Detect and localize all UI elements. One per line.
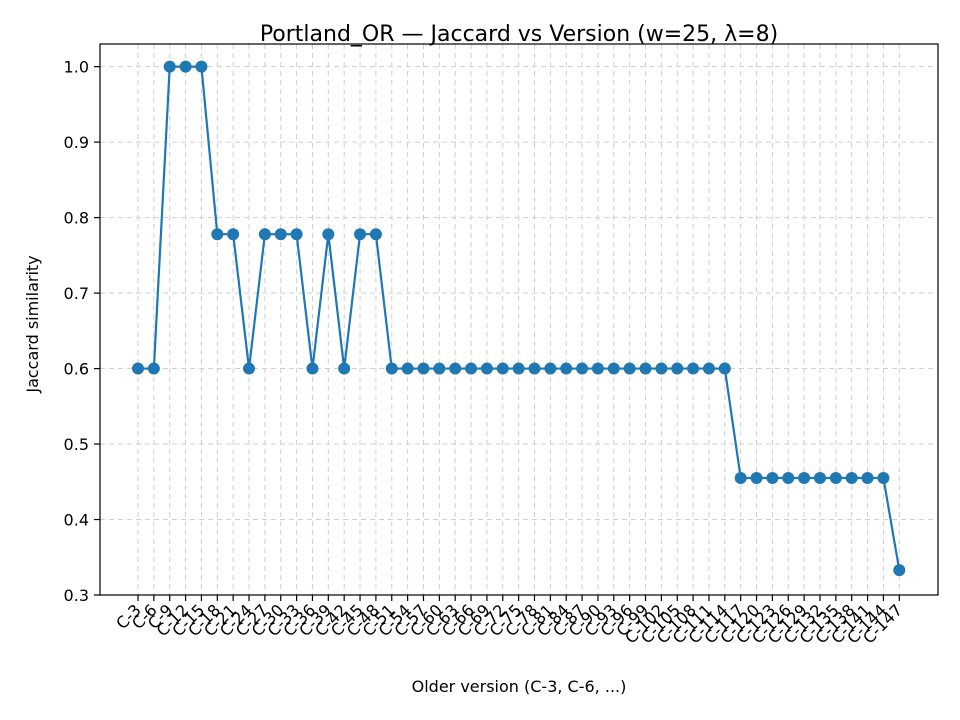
data-point — [211, 228, 224, 241]
data-point — [845, 472, 858, 485]
data-point — [512, 362, 525, 375]
data-point — [306, 362, 319, 375]
data-point — [718, 362, 731, 375]
data-point — [465, 362, 478, 375]
data-point — [179, 60, 192, 73]
chart-title: Portland_OR — Jaccard vs Version (w=25, … — [260, 22, 778, 47]
data-point — [734, 472, 747, 485]
data-point — [480, 362, 493, 375]
data-point — [195, 60, 208, 73]
data-point — [369, 228, 382, 241]
y-axis-label: Jaccard similarity — [23, 255, 42, 393]
x-axis: C-3C-6C-9C-12C-15C-18C-21C-24C-27C-30C-3… — [112, 595, 906, 647]
data-point — [290, 228, 303, 241]
y-tick-label: 0.4 — [64, 511, 89, 530]
data-point — [322, 228, 335, 241]
data-point — [766, 472, 779, 485]
data-point — [877, 472, 890, 485]
data-point — [243, 362, 256, 375]
data-point — [750, 472, 763, 485]
data-point-layer — [132, 60, 906, 577]
data-point — [528, 362, 541, 375]
data-point — [354, 228, 367, 241]
data-point — [655, 362, 668, 375]
data-point — [829, 472, 842, 485]
data-point — [623, 362, 636, 375]
data-point — [893, 564, 906, 577]
y-tick-label: 0.6 — [64, 360, 89, 379]
data-point — [417, 362, 430, 375]
y-tick-label: 0.5 — [64, 435, 89, 454]
y-tick-label: 0.8 — [64, 209, 89, 228]
data-point — [702, 362, 715, 375]
data-point — [560, 362, 573, 375]
data-point — [401, 362, 414, 375]
data-point — [576, 362, 589, 375]
data-point — [449, 362, 462, 375]
y-tick-label: 1.0 — [64, 58, 89, 77]
data-point — [798, 472, 811, 485]
y-tick-label: 0.9 — [64, 133, 89, 152]
data-point — [813, 472, 826, 485]
grid-layer — [100, 44, 938, 596]
data-point — [861, 472, 874, 485]
data-point — [496, 362, 509, 375]
data-point — [258, 228, 271, 241]
data-point — [227, 228, 240, 241]
data-point — [591, 362, 604, 375]
data-point — [132, 362, 144, 375]
data-point — [671, 362, 684, 375]
data-point — [687, 362, 700, 375]
data-point — [544, 362, 557, 375]
data-point — [782, 472, 795, 485]
y-axis: 0.3 0.4 0.5 0.6 0.7 0.8 0.9 1.0 — [64, 58, 100, 605]
y-tick-label: 0.3 — [64, 586, 89, 605]
data-point — [433, 362, 446, 375]
data-point — [338, 362, 351, 375]
data-point — [639, 362, 652, 375]
data-point — [607, 362, 620, 375]
data-point — [385, 362, 398, 375]
x-axis-label: Older version (C-3, C-6, ...) — [412, 677, 627, 696]
data-point — [163, 60, 176, 73]
y-tick-label: 0.7 — [64, 284, 89, 303]
data-point — [274, 228, 287, 241]
data-point — [147, 362, 160, 375]
